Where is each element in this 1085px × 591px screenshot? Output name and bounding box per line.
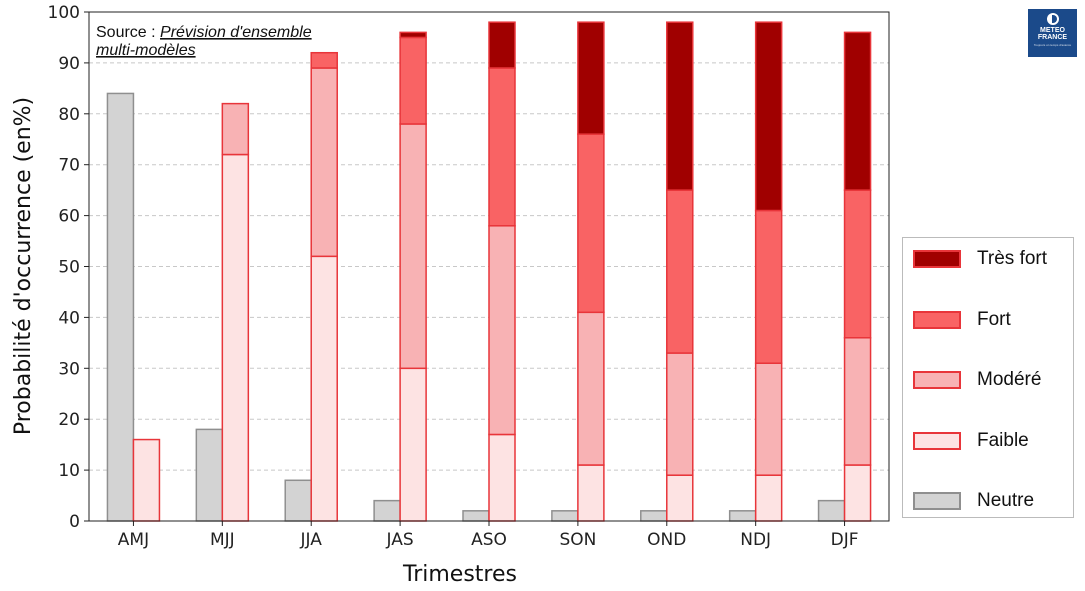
bar-fort-ond (666, 189, 694, 354)
bar-fort-djf (843, 189, 872, 339)
bar-tres-fort-aso (488, 21, 516, 69)
y-tick-label: 30 (58, 359, 80, 379)
x-tick-label: OND (647, 530, 686, 550)
bar-faible-djf (843, 464, 872, 522)
bar-fort-ndj (754, 209, 783, 364)
x-tick-label: JAS (386, 530, 414, 550)
bar-neutre-aso (462, 510, 490, 522)
bar-neutre-amj (106, 92, 135, 522)
logo-line2: FRANCE (1037, 34, 1068, 41)
svg-text:Source : Prévision d'ensemble: Source : Prévision d'ensemble (96, 24, 312, 41)
bar-faible-ndj (754, 474, 783, 522)
legend-swatch (913, 371, 961, 389)
axes (84, 11, 890, 526)
bar-tres-fort-ndj (754, 21, 783, 212)
legend-label: Modéré (977, 369, 1042, 390)
logo-line1: METEO (1040, 27, 1065, 34)
legend-label: Fort (977, 308, 1011, 330)
source-prefix: Source : (96, 24, 160, 41)
bar-faible-son (577, 464, 605, 522)
bar-fort-son (577, 133, 605, 314)
legend-item: Modéré (913, 369, 1041, 391)
legend-swatch (913, 492, 961, 510)
legend-swatch (913, 250, 961, 268)
source-note: Source : Prévision d'ensemble multi-modè… (96, 24, 312, 59)
bars (106, 21, 872, 522)
legend-label: Très fort (977, 248, 1048, 269)
bar-tres-fort-djf (843, 31, 872, 191)
x-tick-label: DJF (831, 530, 859, 550)
y-tick-label: 90 (58, 54, 80, 74)
bar-modere-ndj (754, 362, 783, 476)
legend-item: Neutre (913, 490, 1034, 512)
source-title-line2[interactable]: multi-modèles (96, 42, 196, 59)
y-tick-label: 80 (58, 105, 80, 125)
logo-emblem-icon (1046, 13, 1059, 25)
legend-label: Faible (977, 429, 1029, 451)
y-tick-label: 10 (58, 461, 80, 481)
y-tick-label: 60 (58, 207, 80, 227)
legend: Très fort Fort Modéré Faible Neutre (902, 237, 1074, 518)
tick-labels: 0 10 20 30 40 50 60 70 80 90 100 AMJ MJJ JJA JAS ASO SON… (48, 3, 859, 550)
legend-item: Faible (913, 430, 1029, 452)
x-tick-label: AMJ (118, 530, 149, 550)
bar-modere-djf (843, 337, 872, 466)
bar-neutre-jja (284, 479, 312, 522)
x-tick-label: JJA (300, 530, 323, 550)
legend-label: Neutre (977, 490, 1035, 511)
source-title-line1[interactable]: Prévision d'ensemble (160, 24, 312, 41)
bar-tres-fort-jas (399, 31, 427, 39)
y-tick-label: 0 (69, 512, 80, 532)
logo-tagline: Toujours un temps d'avance (1033, 43, 1072, 47)
bar-faible-jas (399, 367, 427, 522)
bar-modere-jas (399, 123, 427, 370)
x-tick-label: NDJ (740, 530, 771, 550)
legend-swatch (913, 310, 961, 329)
x-tick-label: SON (559, 530, 596, 550)
x-tick-label: ASO (471, 530, 507, 550)
x-axis-title: Trimestres (402, 562, 517, 587)
bar-neutre-son (551, 510, 579, 522)
bar-modere-ond (666, 352, 694, 476)
legend-swatch (913, 431, 961, 450)
y-tick-label: 20 (58, 410, 80, 430)
bar-faible-amj (132, 438, 161, 522)
bar-modere-jja (310, 67, 338, 258)
legend-item: Fort (913, 309, 1011, 331)
bar-neutre-ndj (728, 510, 757, 522)
bar-tres-fort-ond (666, 21, 694, 191)
bar-neutre-mjj (195, 428, 224, 522)
bar-faible-aso (488, 433, 516, 522)
x-tick-label: MJJ (210, 530, 235, 550)
bar-faible-ond (666, 474, 694, 522)
bar-modere-son (577, 311, 605, 466)
meteo-france-logo: METEO FRANCE Toujours un temps d'avance (1028, 9, 1077, 57)
bar-fort-jas (399, 36, 427, 125)
y-axis-title: Probabilité d'occurrence (en%) (11, 97, 36, 435)
bar-modere-aso (488, 225, 516, 436)
bar-fort-jja (310, 51, 338, 69)
bar-faible-jja (310, 255, 338, 522)
bar-tres-fort-son (577, 21, 605, 135)
bar-neutre-ond (640, 510, 668, 522)
y-tick-label: 40 (58, 308, 80, 328)
bar-faible-mjj (221, 153, 250, 522)
legend-item: Très fort (913, 248, 1047, 270)
y-tick-label: 100 (48, 3, 80, 23)
bar-modere-mjj (221, 102, 250, 156)
y-tick-label: 50 (58, 258, 80, 278)
bar-fort-aso (488, 67, 516, 227)
bar-neutre-djf (817, 499, 846, 522)
y-tick-label: 70 (58, 156, 80, 176)
bar-neutre-jas (373, 499, 401, 522)
